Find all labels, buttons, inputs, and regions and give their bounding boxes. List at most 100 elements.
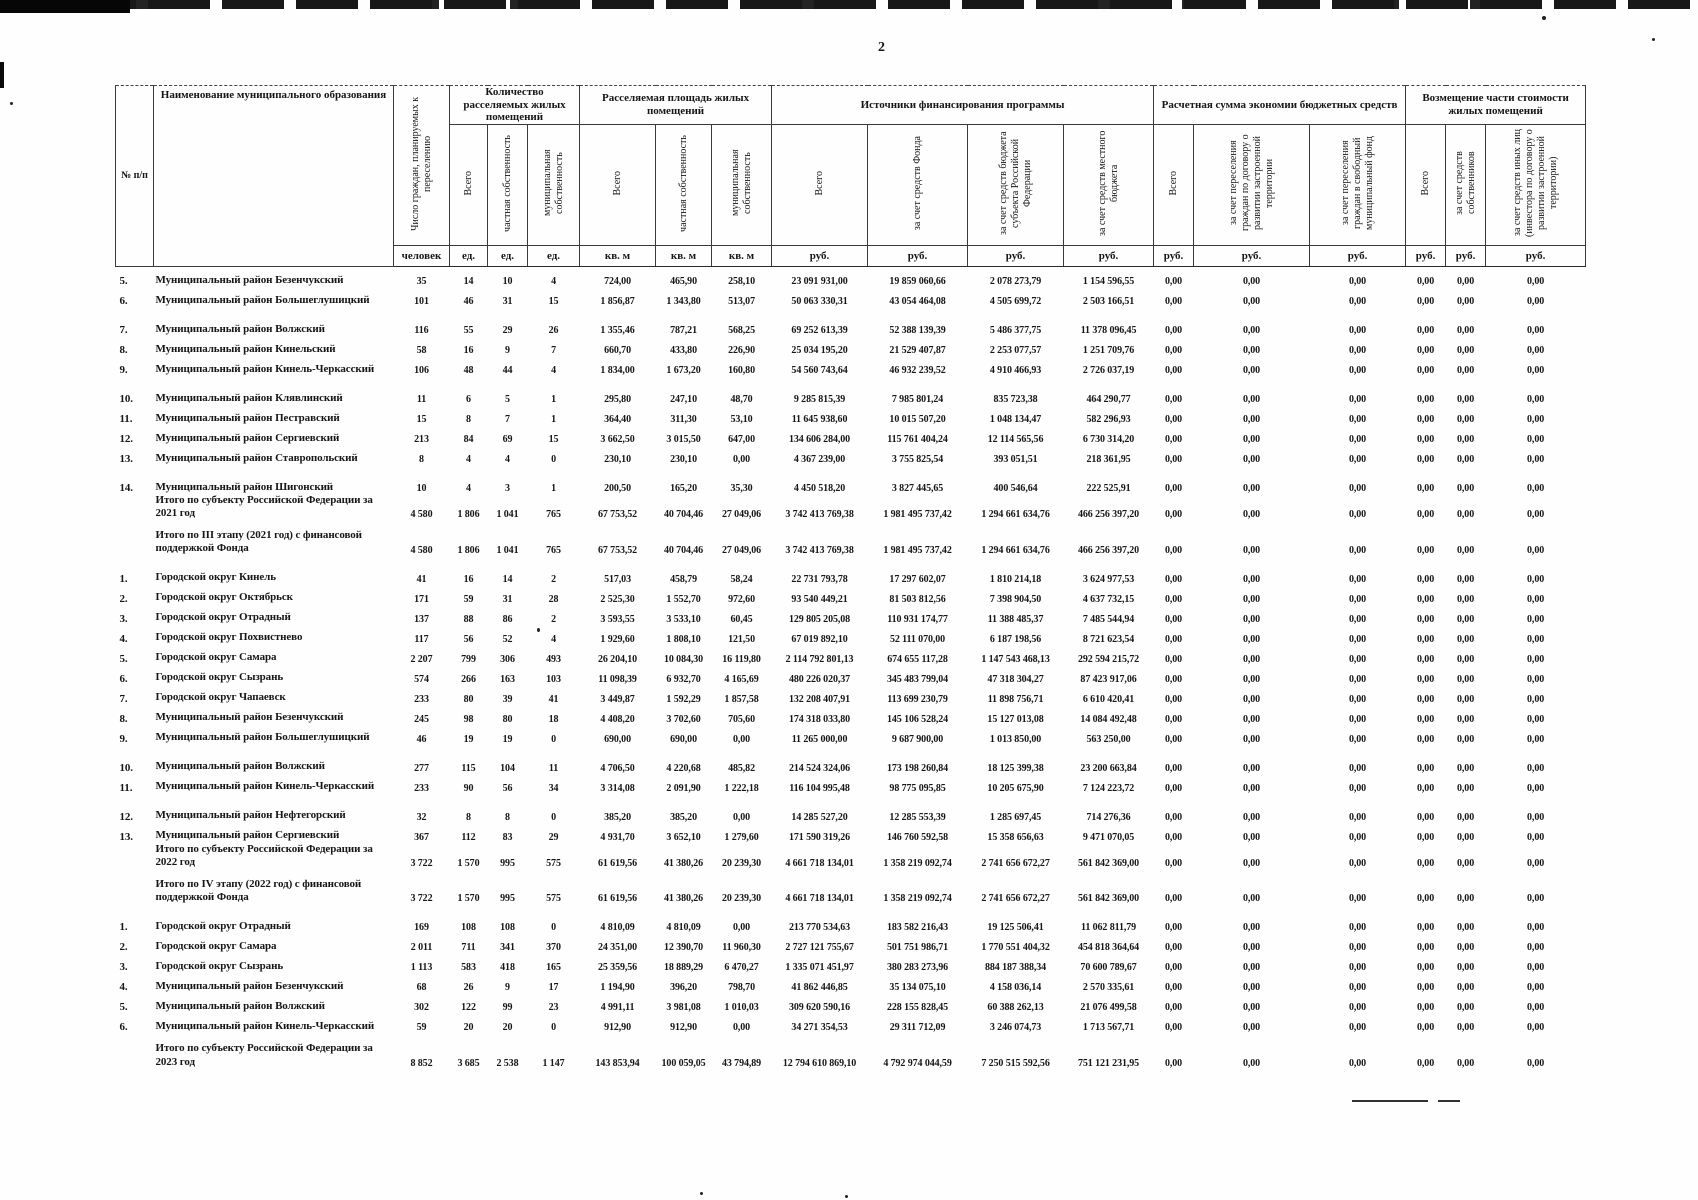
cell-value: 86 [502, 613, 513, 625]
cell-value: 15 [548, 295, 559, 307]
cell-value: 0,00 [1164, 653, 1183, 665]
cell-value: 10 [502, 275, 513, 287]
cell-value: 0,00 [1348, 1002, 1367, 1014]
municipality-name: Муниципальный район Шигонский [155, 480, 334, 493]
unit-label: руб. [1193, 244, 1311, 267]
cell-value: 0,00 [1348, 295, 1367, 307]
cell-value: 99 [502, 1002, 513, 1014]
table-row: 7. Муниципальный район Волжский 116 55 29 26 1… [116, 307, 1586, 336]
row-number: 5. [119, 274, 128, 287]
row-number: 13. [119, 452, 134, 465]
cell-value: 464 290,77 [1086, 393, 1131, 405]
cell-value: 0 [551, 811, 556, 823]
cell-value: 11 [548, 762, 559, 774]
subcol-header-area-municipal: муниципальная собственность [711, 123, 773, 246]
cell-value: 0,00 [1457, 1022, 1475, 1034]
cell-value: 59 [416, 1022, 427, 1034]
cell-value: 3 593,55 [600, 613, 635, 625]
cell-value: 18 [548, 713, 559, 725]
cell-value: 0,00 [1348, 811, 1367, 823]
cell-value: 0,00 [1348, 982, 1367, 994]
row-number: 11. [119, 412, 133, 425]
group-header-savings: Расчетная сумма экономии бюджетных средс… [1153, 85, 1407, 125]
cell-value: 2 741 656 672,27 [981, 893, 1050, 905]
cell-value: 0,00 [1242, 482, 1261, 494]
cell-value: 56 [463, 633, 474, 645]
cell-value: 11 062 811,79 [1080, 922, 1137, 934]
cell-value: 0,00 [1417, 364, 1435, 376]
cell-value: 60,45 [730, 613, 753, 625]
cell-value: 9 687 900,00 [891, 733, 944, 745]
cell-value: 0 [551, 1022, 556, 1034]
cell-value: 418 [500, 962, 515, 974]
unit-label: человек [393, 244, 450, 267]
cell-value: 2 207 [410, 653, 433, 665]
unit-label: кв. м [655, 244, 713, 267]
cell-value: 81 503 812,56 [889, 593, 946, 605]
cell-value: 0,00 [1348, 1057, 1367, 1069]
cell-value: 0,00 [1242, 593, 1261, 605]
cell-value: 101 [414, 295, 429, 307]
table-row: 14. Муниципальный район Шигонский 10 4 3 1 200… [116, 465, 1586, 494]
cell-value: 20 239,30 [721, 893, 762, 905]
cell-value: 0,00 [1457, 573, 1475, 585]
cell-value: 0,00 [1417, 1022, 1435, 1034]
cell-value: 341 [500, 942, 515, 954]
table-row: 3. Городской округ Отрадный 137 88 86 2 3 593,… [116, 605, 1586, 625]
cell-value: 173 198 260,84 [886, 762, 949, 774]
subcol-header-reimb-total: Всего [1405, 123, 1447, 246]
cell-value: 0,00 [1417, 433, 1435, 445]
cell-value: 15 [416, 413, 427, 425]
cell-value: 0,00 [1527, 673, 1545, 685]
cell-value: 54 560 743,64 [791, 364, 848, 376]
cell-value: 6 470,27 [724, 962, 759, 974]
cell-value: 247,10 [670, 393, 697, 405]
cell-value: 0,00 [1457, 482, 1475, 494]
cell-value: 0,00 [1417, 295, 1435, 307]
cell-value: 24 351,00 [597, 942, 638, 954]
table-row: 8. Муниципальный район Кинельский 58 16 9 7 66… [116, 336, 1586, 356]
cell-value: 80 [502, 713, 513, 725]
cell-value: 0,00 [1164, 811, 1183, 823]
cell-value: 458,79 [670, 573, 697, 585]
cell-value: 31 [502, 295, 513, 307]
cell-value: 972,60 [728, 593, 755, 605]
cell-value: 58 [416, 344, 427, 356]
cell-value: 0,00 [1242, 633, 1261, 645]
cell-value: 6 932,70 [666, 673, 701, 685]
cell-value: 0,00 [1527, 573, 1545, 585]
cell-value: 0,00 [1457, 858, 1475, 870]
cell-value: 995 [500, 893, 515, 905]
cell-value: 9 471 070,05 [1082, 831, 1135, 843]
cell-value: 31 [502, 593, 513, 605]
row-number: 10. [119, 761, 134, 774]
cell-value: 466 256 397,20 [1077, 544, 1140, 556]
cell-value: 14 084 492,48 [1080, 713, 1137, 725]
unit-label: ед. [449, 244, 488, 267]
cell-value: 61 619,56 [597, 893, 638, 905]
cell-value: 0,00 [1417, 693, 1435, 705]
cell-value: 69 [502, 433, 513, 445]
cell-value: 15 [548, 433, 559, 445]
cell-value: 0,00 [1242, 344, 1261, 356]
cell-value: 575 [546, 893, 561, 905]
cell-value: 1 [551, 393, 556, 405]
row-number: 9. [119, 363, 128, 376]
cell-value: 724,00 [604, 275, 631, 287]
municipality-name: Муниципальный район Кинель-Черкасский [155, 362, 375, 375]
cell-value: 4 450 518,20 [793, 482, 846, 494]
cell-value: 137 [414, 613, 429, 625]
cell-value: 50 063 330,31 [791, 295, 848, 307]
unit-label: кв. м [711, 244, 773, 267]
table-row: 5. Муниципальный район Волжский 302 122 99 23… [116, 993, 1586, 1013]
cell-value: 0,00 [1348, 393, 1367, 405]
subcol-header-area-total: Всего [579, 123, 657, 246]
cell-value: 70 600 789,67 [1080, 962, 1137, 974]
cell-value: 218 361,95 [1086, 453, 1131, 465]
cell-value: 0,00 [1242, 762, 1261, 774]
cell-value: 52 111 070,00 [889, 633, 946, 645]
cell-value: 3 652,10 [666, 831, 701, 843]
cell-value: 561 842 369,00 [1077, 893, 1140, 905]
cell-value: 117 [414, 633, 429, 645]
